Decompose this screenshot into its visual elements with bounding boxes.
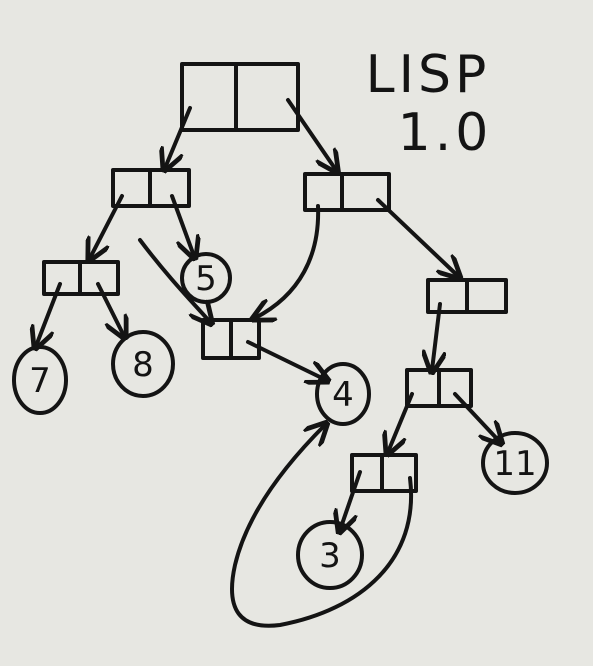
- cons-cell-right: [303, 172, 391, 212]
- atom-seven: 7: [12, 345, 68, 415]
- cons-cell-left-left: [42, 260, 120, 296]
- arrow-root-car: [165, 106, 192, 168]
- arrow-root-cdr: [286, 98, 336, 170]
- arrow-to-right-lower: [432, 302, 440, 370]
- arrow-left-cdr: [170, 194, 194, 256]
- arrow-right-car-to-middle: [255, 204, 321, 318]
- arrow-to-eight: [96, 282, 124, 336]
- cons-cell-right-right: [426, 278, 508, 314]
- svg-text:4: 4: [332, 375, 354, 415]
- arrow-to-seven: [36, 282, 62, 346]
- svg-text:3: 3: [319, 536, 341, 576]
- atom-five: 5: [180, 252, 232, 304]
- arrow-left-car: [90, 194, 124, 258]
- arrow-to-middle-from-left: [138, 238, 210, 322]
- atom-four: 4: [315, 362, 371, 426]
- arrow-to-bottom: [388, 392, 414, 452]
- atom-three: 3: [296, 520, 364, 590]
- cons-cell-middle: [201, 318, 261, 360]
- atom-eleven: 11: [481, 431, 549, 495]
- arrow-loop-to-four: [230, 425, 414, 628]
- svg-text:8: 8: [132, 345, 154, 385]
- svg-text:11: 11: [493, 444, 536, 484]
- arrow-right-cdr: [376, 198, 458, 276]
- cons-cell-root: [180, 62, 300, 132]
- svg-text:5: 5: [195, 259, 217, 299]
- svg-text:7: 7: [29, 361, 51, 401]
- arrow-to-four: [246, 340, 326, 380]
- arrow-to-three: [340, 470, 362, 530]
- atom-eight: 8: [111, 330, 175, 398]
- title-version: 1.0: [398, 103, 493, 163]
- title-lisp: LISP: [366, 45, 491, 105]
- cons-cell-left: [111, 168, 191, 208]
- arrow-to-eleven: [453, 392, 500, 442]
